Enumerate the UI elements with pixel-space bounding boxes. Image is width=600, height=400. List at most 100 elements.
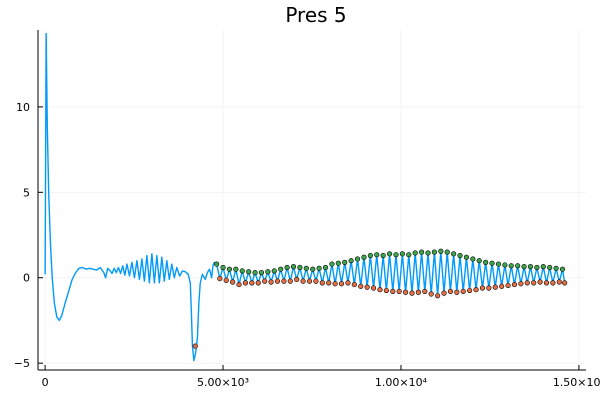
minima-markers	[192, 275, 568, 349]
y-tick-label-1: 0	[23, 272, 30, 285]
min-point-33	[422, 288, 428, 295]
maxima-markers	[214, 248, 566, 276]
max-point-40	[470, 256, 476, 262]
max-point-33	[425, 250, 431, 256]
min-point-5	[242, 280, 249, 286]
min-point-17	[319, 280, 325, 286]
max-point-12	[290, 264, 297, 270]
min-point-15	[306, 278, 313, 284]
min-point-46	[505, 282, 511, 289]
grid	[38, 30, 586, 370]
max-point-2	[226, 266, 233, 272]
y-tick-label-3: 10	[16, 101, 30, 114]
min-point-34	[428, 291, 434, 297]
min-point-3	[230, 279, 236, 285]
chart-title: Pres 5	[285, 3, 346, 27]
x-tick-label-3: 1.50×10⁴	[553, 376, 600, 389]
min-point-36	[441, 290, 447, 296]
max-point-42	[483, 259, 489, 265]
min-point-41	[473, 287, 479, 293]
max-point-44	[495, 261, 502, 267]
max-point-9	[271, 268, 277, 274]
min-point-8	[262, 278, 268, 284]
min-point-51	[537, 279, 543, 285]
series-layer	[44, 32, 566, 362]
y-tick-label-0: −5	[14, 357, 30, 370]
min-point-47	[511, 281, 518, 288]
min-point-16	[313, 278, 319, 284]
max-point-34	[431, 249, 438, 255]
max-point-27	[386, 251, 393, 257]
min-point-14	[300, 278, 306, 284]
min-point-0	[192, 343, 198, 349]
max-point-52	[547, 264, 553, 271]
max-point-53	[553, 265, 559, 271]
min-point-7	[255, 280, 261, 286]
min-point-26	[377, 287, 383, 293]
min-point-25	[370, 285, 377, 291]
min-point-52	[543, 280, 550, 286]
min-point-13	[294, 276, 300, 283]
max-point-21	[348, 258, 354, 264]
min-point-55	[562, 280, 568, 286]
min-point-40	[467, 287, 473, 294]
min-point-42	[479, 285, 486, 291]
min-point-10	[274, 278, 281, 284]
max-point-37	[451, 251, 457, 257]
max-point-50	[534, 264, 540, 271]
min-point-37	[447, 288, 454, 295]
max-point-32	[419, 249, 425, 255]
max-point-29	[399, 251, 405, 257]
min-point-44	[492, 284, 498, 290]
min-point-23	[358, 283, 364, 289]
max-point-6	[252, 270, 258, 276]
max-point-7	[258, 270, 265, 276]
min-point-20	[338, 281, 345, 287]
max-point-26	[380, 252, 386, 259]
max-point-5	[246, 269, 252, 275]
min-point-54	[556, 279, 562, 285]
min-point-11	[281, 278, 287, 284]
max-point-15	[310, 266, 316, 272]
min-point-4	[236, 281, 242, 288]
min-point-31	[409, 290, 415, 296]
min-point-9	[268, 279, 274, 285]
min-point-35	[435, 293, 441, 299]
max-point-3	[233, 266, 239, 272]
min-point-22	[351, 281, 357, 288]
min-point-1	[217, 275, 223, 282]
max-point-0	[214, 261, 220, 267]
x-tick-label-0: 0	[42, 376, 49, 389]
max-point-39	[463, 254, 470, 260]
max-point-8	[265, 269, 271, 275]
max-point-10	[278, 266, 284, 272]
min-point-6	[249, 280, 255, 286]
max-point-45	[502, 262, 508, 268]
min-point-30	[402, 289, 409, 295]
max-point-38	[457, 252, 463, 259]
max-point-19	[335, 260, 341, 266]
max-point-46	[508, 263, 514, 269]
min-point-38	[454, 289, 460, 295]
x-tick-label-1: 5.00×10³	[197, 376, 249, 389]
min-point-49	[524, 280, 530, 286]
y-tick-label-2: 5	[23, 186, 30, 199]
series-line	[44, 32, 566, 362]
max-point-41	[476, 258, 482, 264]
axes	[37, 30, 586, 371]
max-point-13	[297, 264, 303, 271]
max-point-20	[342, 259, 348, 265]
min-point-18	[326, 280, 332, 286]
min-point-21	[345, 280, 351, 286]
max-point-11	[284, 264, 290, 271]
max-point-54	[559, 266, 566, 272]
min-point-39	[460, 288, 466, 295]
max-point-24	[367, 252, 373, 259]
max-point-4	[239, 268, 245, 274]
max-point-30	[406, 252, 412, 258]
max-point-47	[515, 263, 521, 269]
min-point-27	[383, 287, 389, 294]
max-point-51	[540, 264, 546, 270]
tick-labels: 0 5.00×10³ 1.00×10⁴ 1.50×10⁴ −5 0 5 10	[14, 101, 600, 389]
